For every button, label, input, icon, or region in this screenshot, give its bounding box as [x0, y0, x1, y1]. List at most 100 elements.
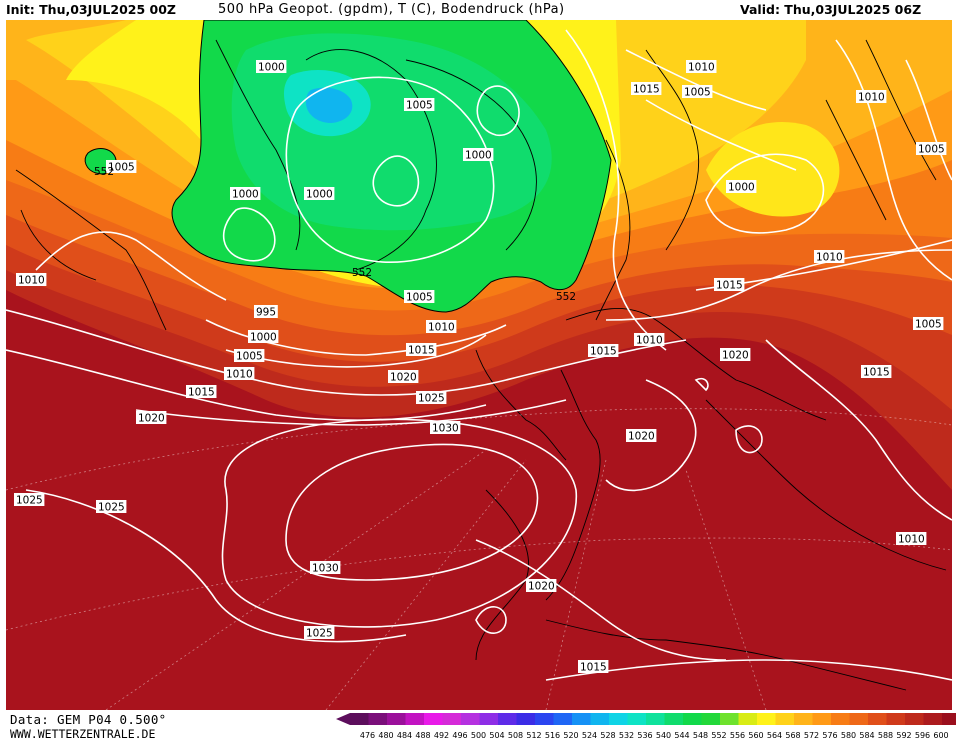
legend-swatch — [461, 713, 480, 725]
legend-tick-label: 516 — [545, 731, 560, 740]
legend-tick-label: 584 — [859, 731, 874, 740]
isobar-label-1005-ural-text: 1005 — [918, 144, 945, 156]
isobar-label-1020-alps-text: 1020 — [628, 431, 655, 443]
legend-swatch — [553, 713, 572, 725]
legend-swatch — [405, 713, 424, 725]
isobar-label-1010-scandinavia-text: 1010 — [428, 322, 455, 334]
legend-swatch — [942, 713, 956, 725]
map-canvas: 1000 1005 1000 1000 1000 1005 1010 995 1000 1005 1… — [6, 20, 952, 710]
legend-swatch — [664, 713, 683, 725]
legend-tick-label: 528 — [600, 731, 615, 740]
isobar-label-1000-greenland-s-text: 1000 — [306, 189, 333, 201]
coastlines — [15, 39, 947, 691]
legend-tick-label: 572 — [804, 731, 819, 740]
isobar-label-1005-greenland-text: 1005 — [406, 100, 433, 112]
legend-swatch — [627, 713, 646, 725]
isobar-label-1010-mid-east: 1010 — [686, 60, 717, 74]
isobar-label-1015-scandinavia: 1015 — [714, 278, 745, 292]
legend-swatch — [350, 713, 369, 725]
isobar-label-1020-europe-text: 1020 — [722, 350, 749, 362]
legend-swatch — [609, 713, 628, 725]
isobar-label-1000-greenland-e: 1000 — [463, 148, 494, 162]
isobar-label-1000-barents-text: 1000 — [728, 182, 755, 194]
isobar-label-1000-greenland-n: 1000 — [256, 60, 287, 74]
init-time: Init: Thu,03JUL2025 00Z — [6, 2, 176, 17]
legend-swatch — [849, 713, 868, 725]
legend-swatch — [831, 713, 850, 725]
legend-swatch — [387, 713, 406, 725]
legend-tick-label: 552 — [711, 731, 726, 740]
legend-tick-label: 504 — [489, 731, 504, 740]
legend-tick-label: 492 — [434, 731, 449, 740]
legend-min-arrow — [336, 713, 350, 725]
graticule — [6, 408, 952, 710]
isobar-label-1010-mid-east-text: 1010 — [688, 62, 715, 74]
isobar-label-1010-ural-text: 1010 — [858, 92, 885, 104]
legend-swatch — [479, 713, 498, 725]
isobar-label-1000-greenland-n-text: 1000 — [258, 62, 285, 74]
isobar-label-1005-iceland-text: 1005 — [406, 292, 433, 304]
isobar-label-1010-baltic-text: 1010 — [636, 335, 663, 347]
isobar-labels: 1000 1005 1000 1000 1000 1005 1010 995 1000 1005 1… — [14, 60, 947, 674]
isobar-label-1015-denmark-text: 1015 — [590, 346, 617, 358]
legend-tick-label: 576 — [822, 731, 837, 740]
legend-swatch — [646, 713, 665, 725]
isobar-label-1020-gibraltar: 1020 — [526, 579, 557, 593]
isobar-label-1000-atlantic-text: 1000 — [250, 332, 277, 344]
legend-swatch — [442, 713, 461, 725]
isobar-label-1025-atlantic-n-text: 1025 — [418, 393, 445, 405]
legend-swatch — [868, 713, 887, 725]
isobar-label-1005-atlantic-text: 1005 — [236, 351, 263, 363]
isobar-label-1030-azores-n: 1030 — [430, 421, 461, 435]
isobar-label-1010-iceland-text: 1010 — [226, 369, 253, 381]
isobar-label-1015-atlantic-w-text: 1015 — [408, 345, 435, 357]
isobar-label-1010-russia: 1010 — [814, 250, 845, 264]
legend-swatch — [757, 713, 776, 725]
isobar-label-1025-azores-s-text: 1025 — [306, 628, 333, 640]
legend-tick-label: 500 — [471, 731, 486, 740]
legend-swatch — [738, 713, 757, 725]
legend-tick-label: 588 — [878, 731, 893, 740]
isobar-label-1000-greenland-s: 1000 — [304, 187, 335, 201]
legend-swatch — [923, 713, 942, 725]
isobar-label-1005-russia: 1005 — [913, 317, 944, 331]
legend-swatch — [424, 713, 443, 725]
isobar-label-1030-azores: 1030 — [310, 561, 341, 575]
isobars — [6, 29, 952, 681]
legend-swatch — [572, 713, 591, 725]
legend-tick-label: 512 — [526, 731, 541, 740]
isobar-label-1020-atlantic-n-text: 1020 — [390, 372, 417, 384]
legend-swatch — [812, 713, 831, 725]
isobar-label-1020-gibraltar-text: 1020 — [528, 581, 555, 593]
isobar-label-995-text: 995 — [256, 307, 276, 319]
legend-swatch — [720, 713, 739, 725]
isobar-label-1030-azores-n-text: 1030 — [432, 423, 459, 435]
isobar-label-1015-africa: 1015 — [578, 660, 609, 674]
legend-tick-label: 536 — [637, 731, 652, 740]
isobar-label-1000-labrador-sea: 1000 — [230, 187, 261, 201]
legend-swatch — [905, 713, 924, 725]
isobar-label-1005-barents: 1005 — [682, 85, 713, 99]
legend-swatch — [535, 713, 554, 725]
isobar-label-1020-europe: 1020 — [720, 348, 751, 362]
legend-tick-label: 480 — [378, 731, 393, 740]
isobar-label-995: 995 — [254, 305, 278, 319]
legend-tick-label: 580 — [841, 731, 856, 740]
isobar-label-1020-atlantic-w-text: 1020 — [138, 413, 165, 425]
isobar-label-1015-atlantic-n: 1015 — [186, 385, 217, 399]
legend-swatch — [368, 713, 387, 725]
isobar-label-1020-alps: 1020 — [626, 429, 657, 443]
isobar-label-1010-black-sea-text: 1010 — [898, 534, 925, 546]
data-source: Data: GEM P04 0.500° — [10, 712, 167, 727]
isobar-label-1015-barents-text: 1015 — [633, 84, 660, 96]
isobar-label-1025-atlantic-n: 1025 — [416, 391, 447, 405]
map-header: Init: Thu,03JUL2025 00Z 500 hPa Geopot. … — [0, 0, 959, 20]
isobar-label-1005-barents-text: 1005 — [684, 87, 711, 99]
band-528-light-blue — [306, 87, 353, 123]
isobar-label-1015-atlantic-w: 1015 — [406, 343, 437, 357]
isobar-label-1005-iceland: 1005 — [404, 290, 435, 304]
isobar-label-1010-ural: 1010 — [856, 90, 887, 104]
isobar-label-1010-russia-text: 1010 — [816, 252, 843, 264]
isobar-label-1030-azores-text: 1030 — [312, 563, 339, 575]
legend-swatch — [498, 713, 517, 725]
